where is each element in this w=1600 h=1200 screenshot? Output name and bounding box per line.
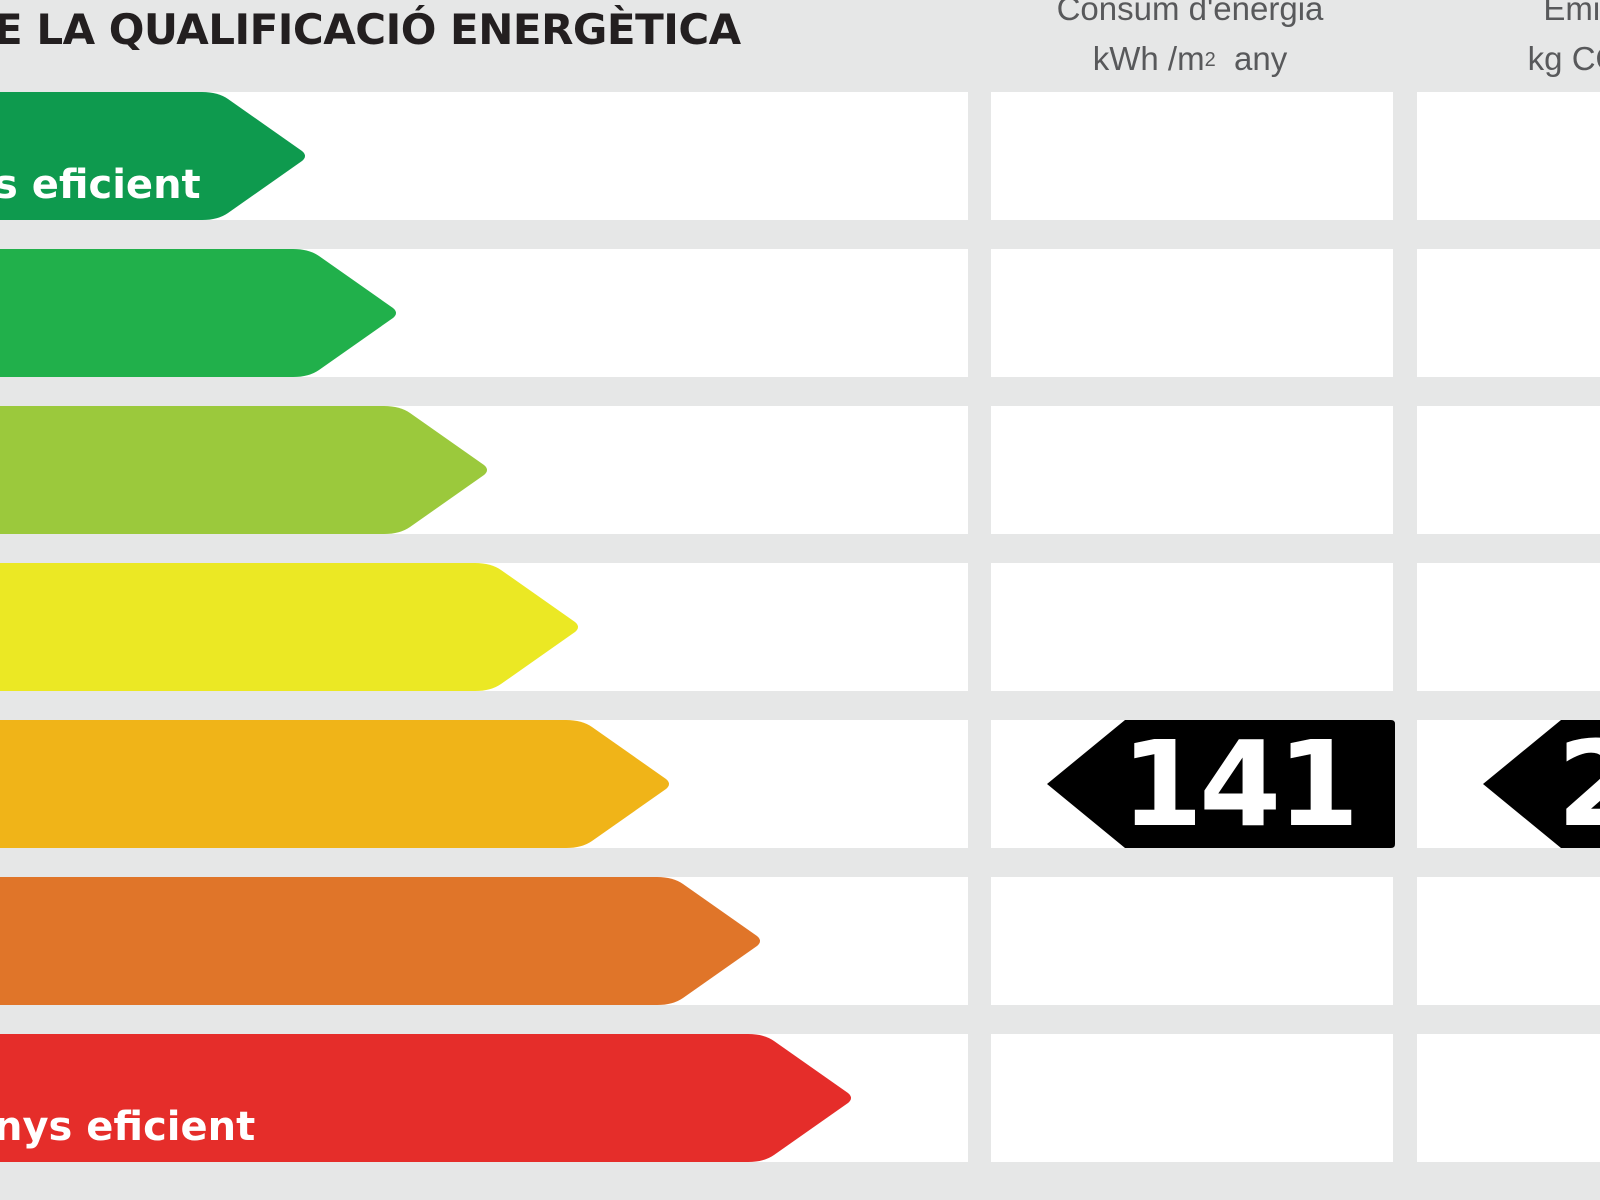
energy-consumption-cell: [991, 1034, 1393, 1162]
energy-consumption-unit: kWh /m2 any: [1092, 40, 1288, 77]
rating-indicator-value: 141: [1121, 715, 1359, 853]
rating-class-label: nys eficient: [0, 1104, 256, 1150]
rating-class-arrow: [0, 563, 578, 691]
energy-consumption-cell: [991, 249, 1393, 377]
rating-class-arrow: [0, 92, 305, 220]
co2-emissions-cell: [1417, 92, 1600, 220]
co2-emissions-title: Emis: [1543, 0, 1600, 27]
rating-class-arrow: [0, 877, 760, 1005]
rating-class-arrow: [0, 249, 396, 377]
energy-consumption-indicator: 141: [1047, 720, 1395, 848]
co2-emissions-cell: [1417, 563, 1600, 691]
co2-emissions-cell: [1417, 1034, 1600, 1162]
energy-consumption-cell: [991, 877, 1393, 1005]
rating-class-arrow: [0, 720, 669, 848]
rating-class-arrow: [0, 1034, 851, 1162]
co2-emissions-cell: [1417, 249, 1600, 377]
rating-indicator-value: 2: [1557, 715, 1600, 853]
rating-indicator-shape: [1483, 720, 1600, 848]
co2-emissions-unit: kg CO2: [1527, 40, 1600, 77]
co2-emissions-cell: [1417, 877, 1600, 1005]
co2-emissions-indicator: 2: [1483, 720, 1600, 848]
energy-consumption-cell: [991, 92, 1393, 220]
energy-consumption-header: Consum d'energia kWh /m2 any: [1000, 0, 1380, 89]
co2-emissions-cell: [1417, 406, 1600, 534]
label-title: E LA QUALIFICACIÓ ENERGÈTICA: [0, 5, 741, 54]
rating-class-label: s eficient: [0, 162, 201, 208]
co2-emissions-header: Emis kg CO2: [1460, 0, 1600, 89]
rating-indicator-shape: [1047, 720, 1395, 848]
energy-consumption-cell: [991, 563, 1393, 691]
energy-consumption-title: Consum d'energia: [1056, 0, 1324, 27]
rating-class-arrow: [0, 406, 487, 534]
energy-consumption-cell: [991, 406, 1393, 534]
